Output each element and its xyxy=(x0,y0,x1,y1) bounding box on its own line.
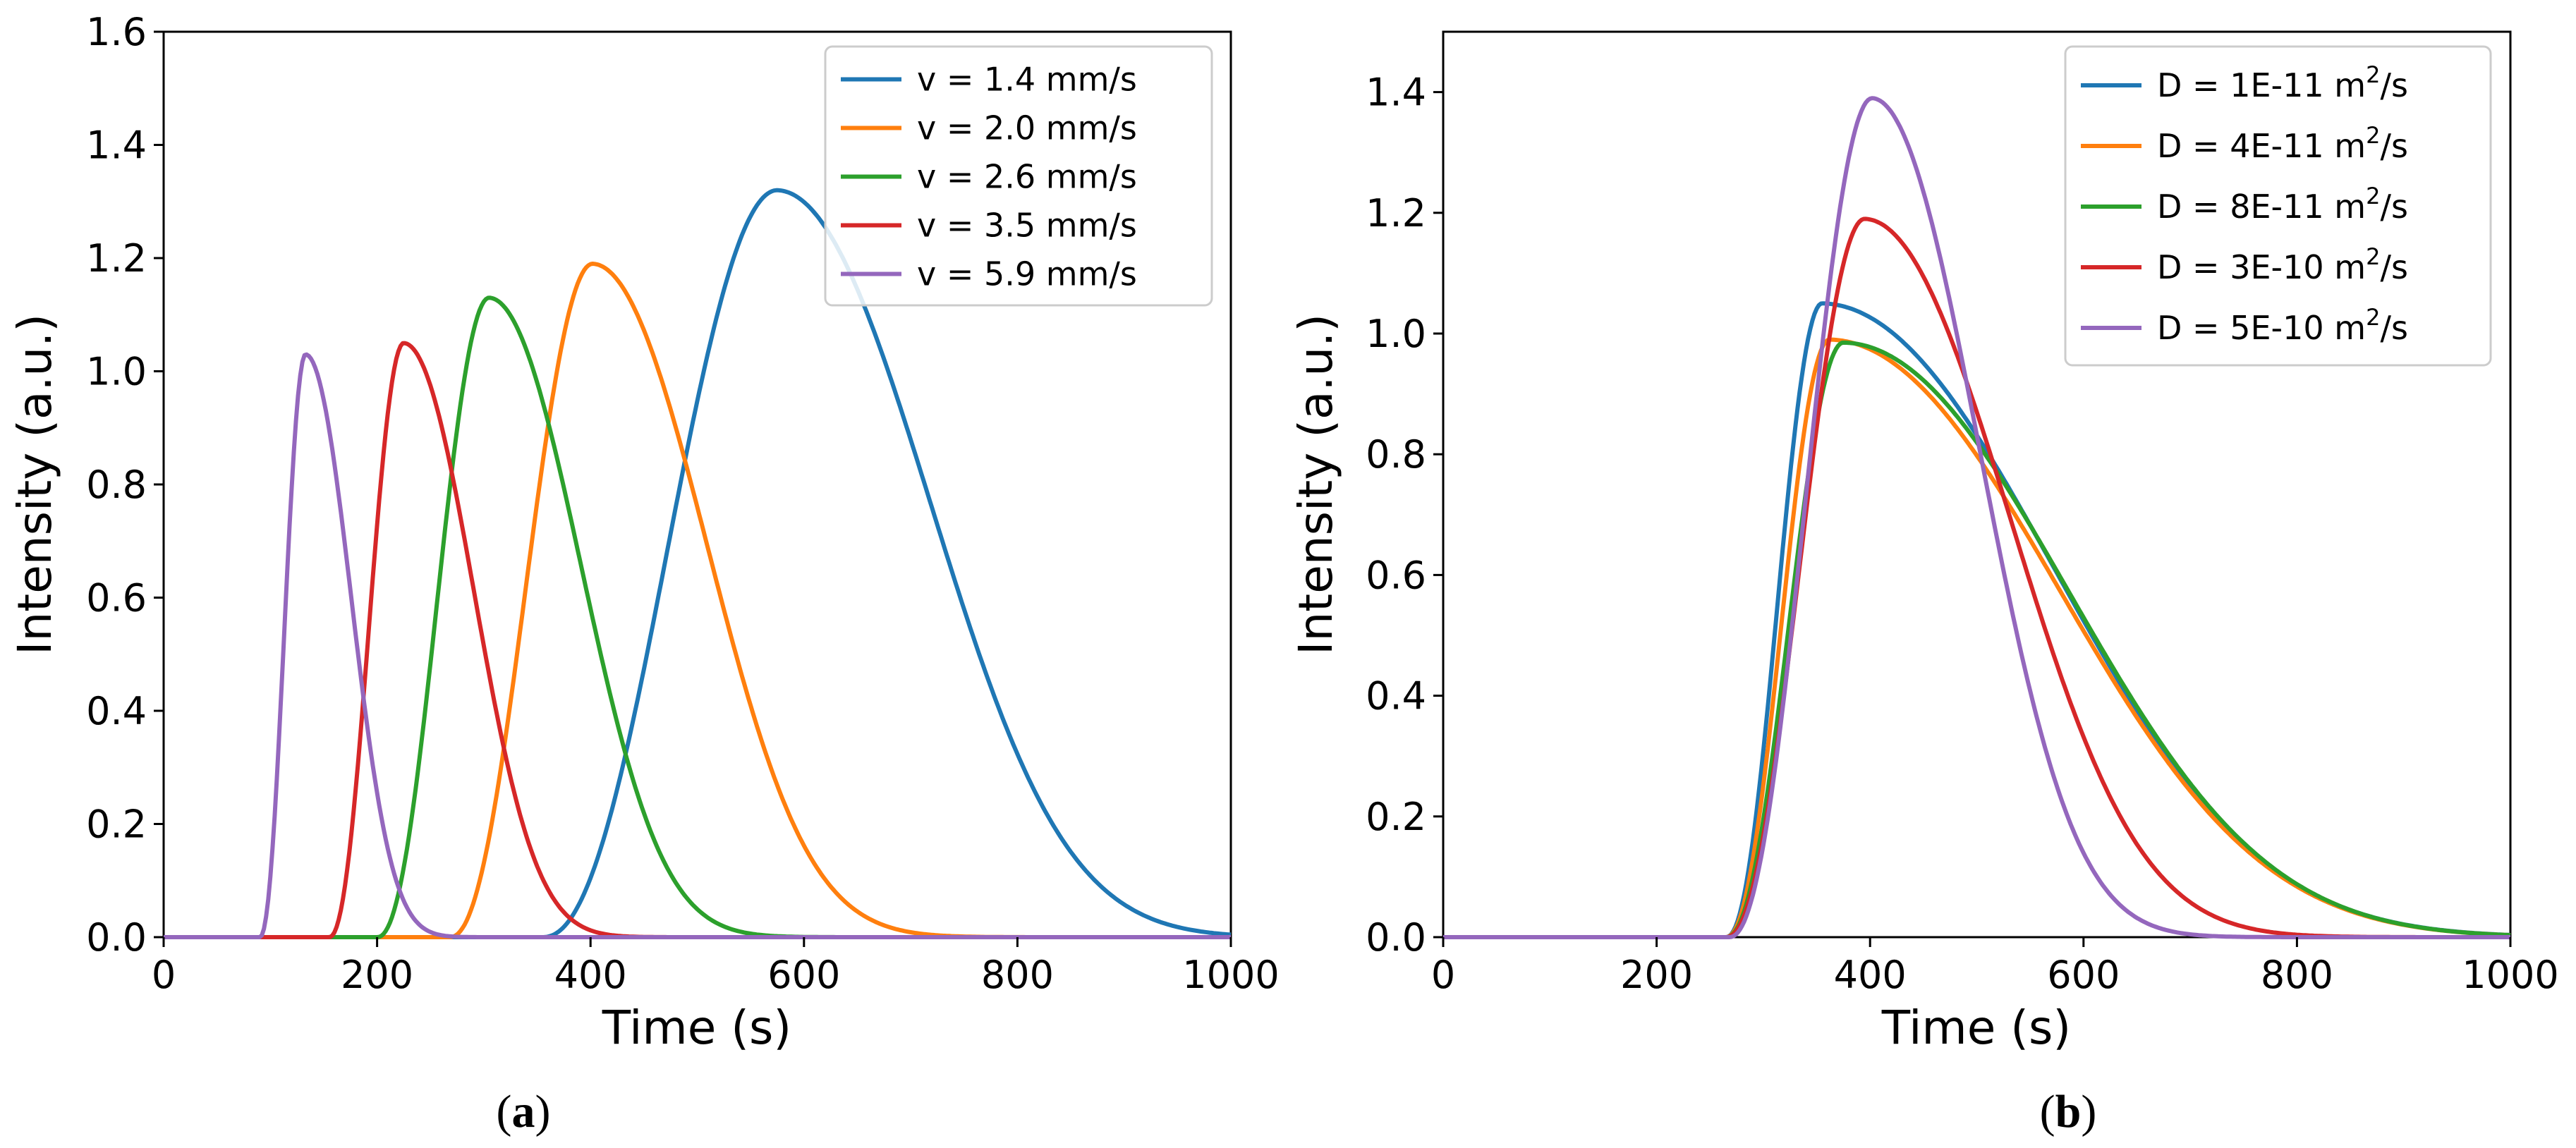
series-lines-b xyxy=(1443,96,2511,939)
chart-panel-b: 0 200 400 600 800 1000 0.0 0.2 0.4 0.6 0.8 1.0 1.2 1… xyxy=(1289,30,2559,1137)
panel-label-b: (b) xyxy=(2040,1086,2097,1137)
x-axis-label-a: Time (s) xyxy=(602,1001,791,1055)
legend-label-a-2: v = 2.6 mm/s xyxy=(917,158,1137,196)
y-axis-ticks-b: 0.0 0.2 0.4 0.6 0.8 1.0 1.2 1.4 xyxy=(1366,71,1443,960)
x-tick-label-a-1: 200 xyxy=(341,953,413,997)
y-tick-label-a-0: 0.0 xyxy=(86,915,147,960)
x-tick-label-b-3: 600 xyxy=(2047,953,2120,997)
y-axis-label-a: Intensity (a.u.) xyxy=(8,314,62,655)
x-tick-label-b-0: 0 xyxy=(1431,953,1455,997)
x-axis-label-b: Time (s) xyxy=(1881,1001,2071,1055)
series-line-a-1 xyxy=(164,262,1231,939)
panel-label-a: (a) xyxy=(497,1086,551,1137)
y-tick-label-a-7: 1.4 xyxy=(86,123,147,168)
series-line-a-4 xyxy=(164,352,1231,939)
plot-area-b xyxy=(1442,30,2512,939)
x-tick-label-b-5: 1000 xyxy=(2462,953,2558,997)
legend-label-a-0: v = 1.4 mm/s xyxy=(917,61,1137,99)
legend-label-a-1: v = 2.0 mm/s xyxy=(917,109,1137,147)
y-tick-label-a-8: 1.6 xyxy=(86,10,147,54)
y-tick-label-b-4: 0.8 xyxy=(1366,432,1426,477)
y-tick-label-a-2: 0.4 xyxy=(86,689,147,733)
legend-label-a-4: v = 5.9 mm/s xyxy=(917,255,1137,293)
legend-a: v = 1.4 mm/s v = 2.0 mm/s v = 2.6 mm/s v = … xyxy=(824,45,1213,307)
y-tick-label-b-2: 0.4 xyxy=(1366,674,1426,719)
legend-label-a-3: v = 3.5 mm/s xyxy=(917,207,1137,245)
y-tick-label-b-6: 1.2 xyxy=(1366,191,1426,236)
y-tick-label-b-0: 0.0 xyxy=(1366,915,1426,960)
legend-label-b-0: D = 1E-11 m2/s xyxy=(2157,61,2408,104)
y-tick-label-b-1: 0.2 xyxy=(1366,795,1426,839)
y-tick-label-a-3: 0.6 xyxy=(86,576,147,621)
x-axis-ticks-b: 0 200 400 600 800 1000 xyxy=(1431,937,2559,997)
legend-label-b-3: D = 3E-10 m2/s xyxy=(2157,243,2408,286)
chart-panel-a: 0 200 400 600 800 1000 0.0 0.2 0.4 0.6 0.8 1.0 1.2 1… xyxy=(8,10,1280,1137)
y-tick-label-a-6: 1.2 xyxy=(86,236,147,281)
x-tick-label-a-2: 400 xyxy=(554,953,627,997)
x-tick-label-a-5: 1000 xyxy=(1182,953,1279,997)
y-tick-label-b-3: 0.6 xyxy=(1366,553,1426,597)
y-tick-label-a-5: 1.0 xyxy=(86,350,147,394)
x-axis-ticks-a: 0 200 400 600 800 1000 xyxy=(152,937,1280,997)
legend-b: D = 1E-11 m2/s D = 4E-11 m2/s D = 8E-11 m2… xyxy=(2064,45,2492,367)
legend-box-a xyxy=(824,45,1213,307)
y-tick-label-b-5: 1.0 xyxy=(1366,312,1426,356)
y-tick-label-a-4: 0.8 xyxy=(86,463,147,507)
y-axis-label-b: Intensity (a.u.) xyxy=(1289,314,1343,655)
legend-label-b-1: D = 4E-11 m2/s xyxy=(2157,122,2408,165)
series-line-a-3 xyxy=(164,341,1231,939)
legend-label-b-2: D = 8E-11 m2/s xyxy=(2157,183,2408,226)
y-tick-label-b-7: 1.4 xyxy=(1366,71,1426,115)
legend-box-b xyxy=(2064,45,2492,367)
x-tick-label-a-4: 800 xyxy=(981,953,1054,997)
y-tick-label-a-1: 0.2 xyxy=(86,802,147,847)
series-line-b-0 xyxy=(1443,301,2511,939)
x-tick-label-a-3: 600 xyxy=(767,953,840,997)
series-lines-a xyxy=(164,188,1232,939)
legend-label-b-4: D = 5E-10 m2/s xyxy=(2157,304,2408,347)
x-tick-label-a-0: 0 xyxy=(152,953,176,997)
x-tick-label-b-4: 800 xyxy=(2261,953,2333,997)
x-tick-label-b-2: 400 xyxy=(1834,953,1907,997)
series-line-b-4 xyxy=(1443,96,2510,939)
y-axis-ticks-a: 0.0 0.2 0.4 0.6 0.8 1.0 1.2 1.4 1.6 xyxy=(86,10,164,960)
x-tick-label-b-1: 200 xyxy=(1620,953,1693,997)
